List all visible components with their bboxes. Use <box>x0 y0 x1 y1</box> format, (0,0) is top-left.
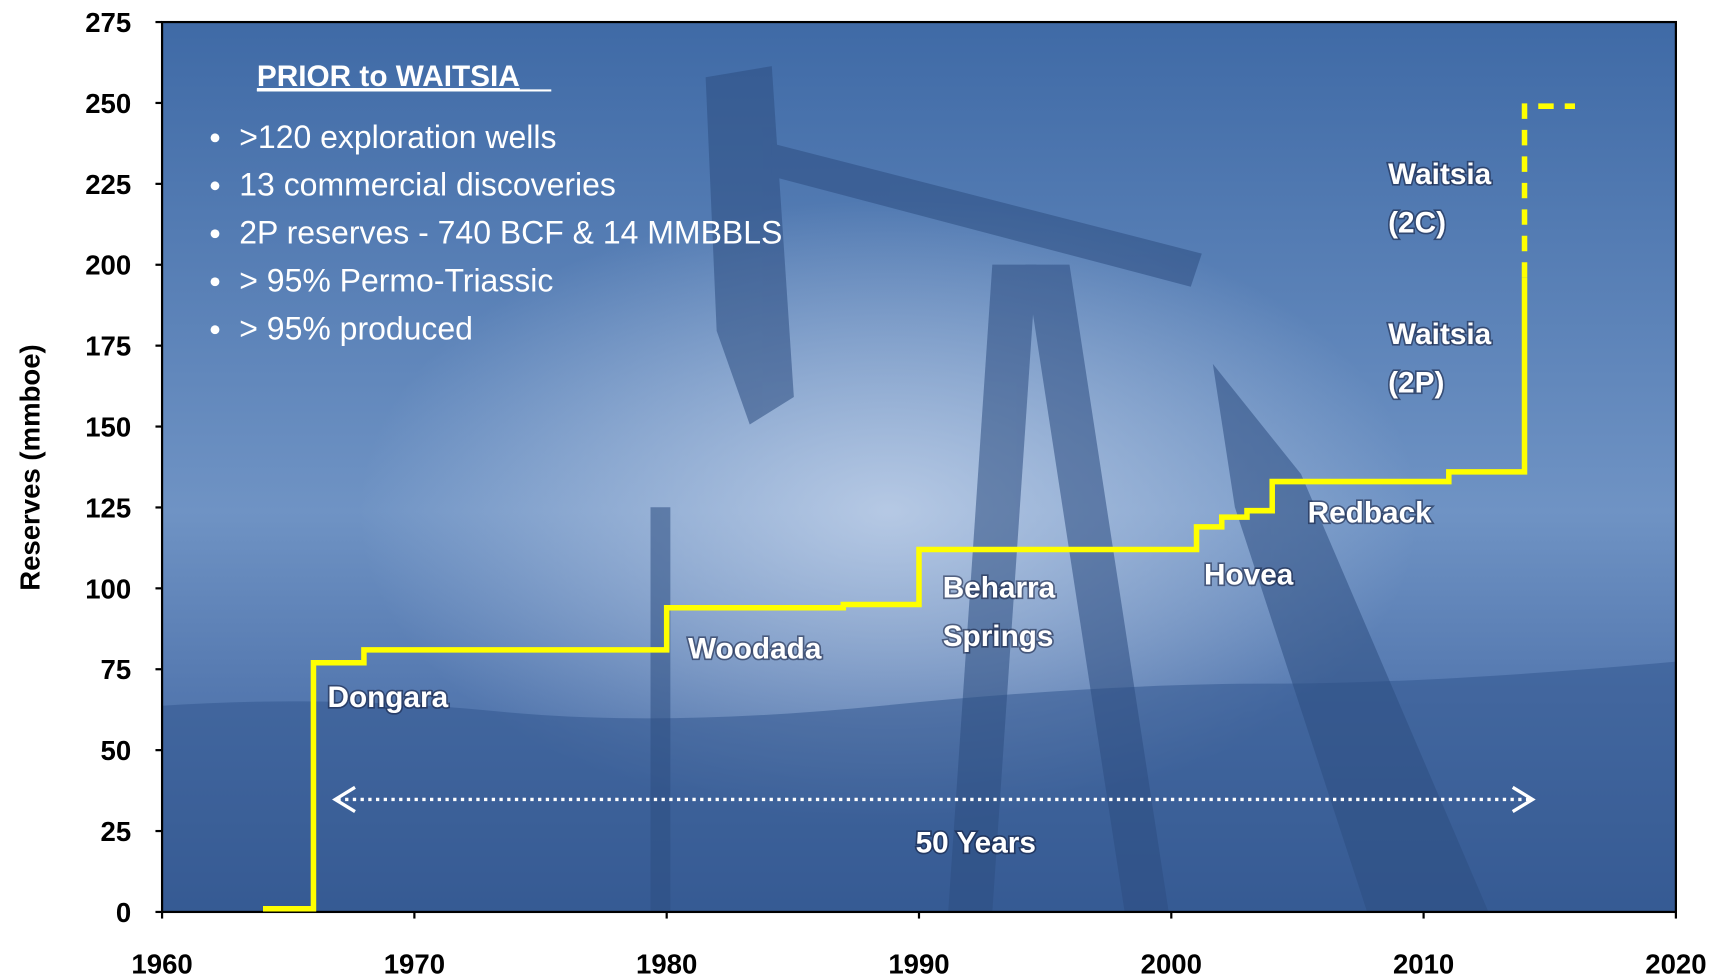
x-tick-label: 1970 <box>384 949 445 977</box>
y-tick-label: 200 <box>85 250 131 281</box>
x-tick-label: 2010 <box>1393 949 1454 977</box>
bullet-dot <box>211 229 220 238</box>
annotation: Woodada <box>688 632 822 665</box>
y-tick-label: 175 <box>85 331 131 362</box>
annotation: Beharra <box>943 572 1056 605</box>
bullet-dot <box>211 181 220 190</box>
x-tick-label: 2000 <box>1141 949 1202 977</box>
annotation: Hovea <box>1204 558 1294 591</box>
annotation: (2P) <box>1388 367 1444 400</box>
y-tick-label: 0 <box>116 897 131 928</box>
annotation: Waitsia <box>1388 158 1492 191</box>
bullet-text: > 95% produced <box>239 311 473 347</box>
x-tick-label: 1990 <box>888 949 949 977</box>
annotation: Redback <box>1308 497 1433 530</box>
bullet-dot <box>211 325 220 334</box>
x-tick-label: 2020 <box>1645 949 1706 977</box>
bullet-text: 13 commercial discoveries <box>239 167 616 203</box>
bullet-dot <box>211 133 220 142</box>
x-tick-label: 1960 <box>131 949 192 977</box>
y-tick-label: 125 <box>85 492 131 523</box>
annotation: Dongara <box>327 681 448 714</box>
bullet-dot <box>211 277 220 286</box>
box-heading: PRIOR to WAITSIA <box>257 60 520 93</box>
chart: Reserves (mmboe) PRIOR to WAITSIA 0 25 50 7… <box>0 0 1720 977</box>
y-axis-label: Reserves (mmboe) <box>15 344 46 591</box>
y-tick-label: 100 <box>85 573 131 604</box>
bullet-text: > 95% Permo-Triassic <box>239 263 553 299</box>
annotation: (2C) <box>1388 207 1446 240</box>
y-tick-label: 225 <box>85 169 131 200</box>
y-tick-label: 150 <box>85 411 131 442</box>
y-tick-label: 250 <box>85 88 131 119</box>
y-tick-label: 75 <box>101 654 132 685</box>
y-tick-label: 275 <box>85 7 131 38</box>
y-tick-label: 25 <box>101 816 132 847</box>
annotation: Waitsia <box>1388 318 1492 351</box>
bullet-text: >120 exploration wells <box>239 119 556 155</box>
y-tick-label: 50 <box>101 735 132 766</box>
annotation: Springs <box>943 620 1054 653</box>
x-tick-label: 1980 <box>636 949 697 977</box>
bullet-text: 2P reserves - 740 BCF & 14 MMBBLS <box>239 215 782 251</box>
annotation: 50 Years <box>916 826 1036 859</box>
